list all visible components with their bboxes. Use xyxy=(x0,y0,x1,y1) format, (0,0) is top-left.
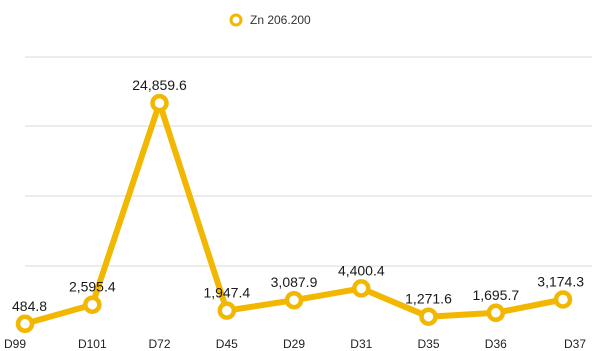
data-point-d101 xyxy=(83,295,102,314)
data-label-d36: 1,695.7 xyxy=(472,287,519,303)
x-tick-label: D45 xyxy=(216,337,238,351)
data-point-d37 xyxy=(553,290,573,309)
data-points xyxy=(15,93,573,334)
data-point-d35 xyxy=(419,307,438,326)
legend: Zn 206.200 xyxy=(229,13,311,27)
data-label-d35: 1,271.6 xyxy=(405,291,452,307)
data-label-d29: 3,087.9 xyxy=(271,274,318,290)
legend-label: Zn 206.200 xyxy=(250,13,311,27)
x-tick-label: D31 xyxy=(350,337,372,351)
data-point-d99 xyxy=(15,314,35,334)
data-label-d31: 4,400.4 xyxy=(338,262,385,278)
data-point-d36 xyxy=(486,303,506,323)
x-tick-label: D101 xyxy=(78,337,107,351)
x-tick-label: D37 xyxy=(564,337,586,351)
data-label-d101: 2,595.4 xyxy=(69,279,116,295)
data-label-d45: 1,947.4 xyxy=(203,285,250,301)
x-tick-label: D72 xyxy=(148,337,170,351)
legend-marker xyxy=(229,13,243,27)
data-point-d29 xyxy=(284,290,304,310)
data-label-d99: 484.8 xyxy=(12,298,47,314)
data-point-d45 xyxy=(217,301,237,320)
data-label-d37: 3,174.3 xyxy=(537,274,584,290)
data-labels: 484.8 2,595.4 24,859.6 1,947.4 3,087.9 4,400.… xyxy=(12,77,584,314)
data-point-d31 xyxy=(352,279,371,298)
data-label-d72: 24,859.6 xyxy=(132,77,187,93)
x-tick-label: D35 xyxy=(417,337,439,351)
x-tick-label: D29 xyxy=(283,337,305,351)
data-point-d72 xyxy=(150,93,169,113)
x-tick-label: D99 xyxy=(4,337,26,351)
x-tick-label: D36 xyxy=(485,337,507,351)
x-axis-tick-labels: D99 D101 D72 D45 D29 D31 D35 D36 D37 xyxy=(4,337,586,351)
gridlines xyxy=(25,56,592,267)
